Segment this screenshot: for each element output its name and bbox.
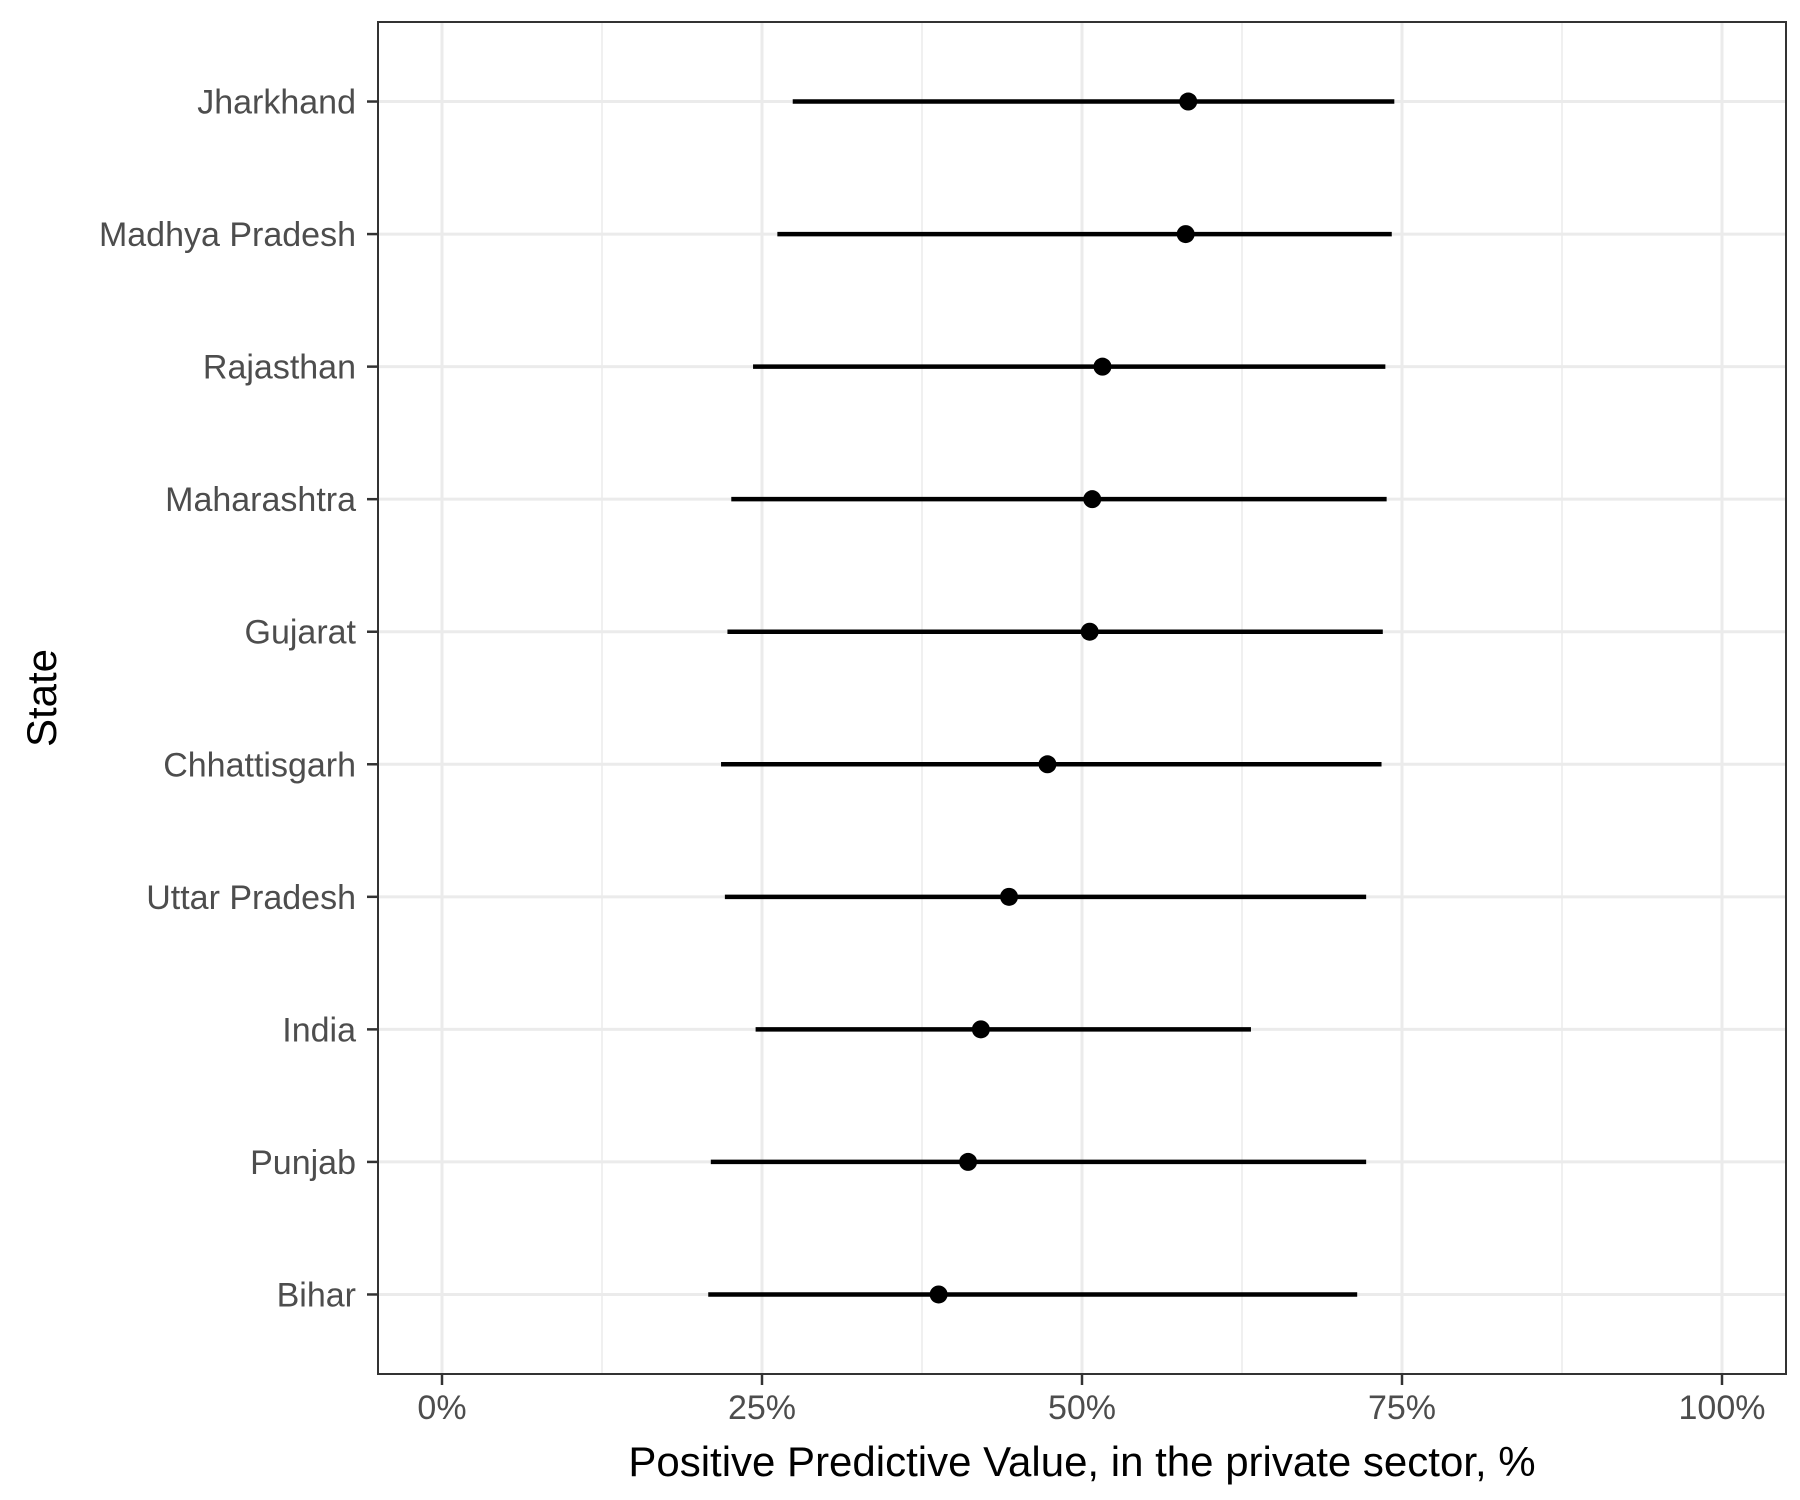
point-estimates [929, 92, 1198, 1304]
y-tick-label: Gujarat [245, 614, 357, 652]
y-tick-label: Chhattisgarh [163, 746, 356, 784]
y-tick-label: Madhya Pradesh [99, 216, 356, 254]
y-axis-title: State [18, 649, 65, 747]
point-estimate [1038, 755, 1057, 774]
x-tick-label: 25% [728, 1389, 796, 1427]
y-tick-label: Maharashtra [165, 481, 356, 519]
point-estimate [1000, 887, 1019, 906]
x-tick-label: 0% [417, 1389, 466, 1427]
point-estimate [1093, 357, 1112, 376]
x-axis-title: Positive Predictive Value, in the privat… [628, 1438, 1535, 1485]
point-estimate [1083, 490, 1102, 509]
x-axis-ticks: 0% 25% 50% 75% 100% [417, 1374, 1765, 1427]
y-axis-ticks: Jharkhand Madhya Pradesh Rajasthan Maharash… [99, 84, 378, 1314]
x-tick-label: 75% [1368, 1389, 1436, 1427]
point-estimate [929, 1285, 948, 1304]
y-tick-label: Jharkhand [197, 84, 356, 122]
x-tick-label: 50% [1048, 1389, 1116, 1427]
point-estimate [1176, 225, 1195, 244]
y-tick-label: Punjab [250, 1144, 356, 1182]
point-estimate [1080, 622, 1099, 641]
x-tick-label: 100% [1679, 1389, 1766, 1427]
y-tick-label: India [282, 1011, 356, 1049]
y-tick-label: Rajasthan [203, 349, 356, 387]
point-estimate [1179, 92, 1198, 111]
point-estimate [971, 1020, 990, 1039]
panel-border [377, 21, 1787, 1375]
y-tick-label: Bihar [277, 1276, 356, 1314]
y-tick-label: Uttar Pradesh [146, 879, 356, 917]
point-estimate [959, 1152, 978, 1171]
